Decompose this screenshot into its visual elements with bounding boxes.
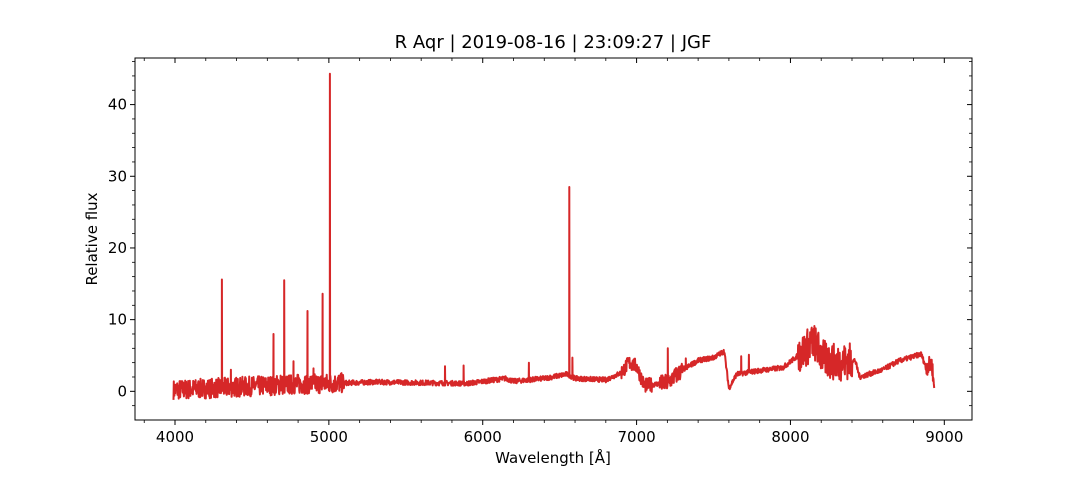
spectrum-line	[172, 72, 936, 400]
tick-layer: 4000 5000 6000 7000 8000 9000 0 10 20 30 40	[108, 58, 972, 446]
y-tick-label: 30	[108, 167, 127, 185]
x-tick-label: 8000	[771, 428, 809, 446]
plot-frame	[134, 57, 973, 421]
x-tick-label: 9000	[925, 428, 963, 446]
y-tick-label: 0	[117, 382, 127, 400]
x-tick-label: 4000	[156, 428, 194, 446]
chart-title: R Aqr | 2019-08-16 | 23:09:27 | JGF	[395, 32, 712, 53]
y-axis-label: Relative flux	[83, 192, 101, 285]
y-tick-label: 10	[108, 311, 127, 329]
y-tick-label: 20	[108, 239, 127, 257]
y-tick-label: 40	[108, 96, 127, 114]
x-tick-label: 7000	[617, 428, 655, 446]
x-tick-label: 5000	[310, 428, 348, 446]
x-tick-label: 6000	[464, 428, 502, 446]
x-axis-label: Wavelength [Å]	[495, 448, 611, 467]
spectrum-layer	[172, 72, 936, 400]
